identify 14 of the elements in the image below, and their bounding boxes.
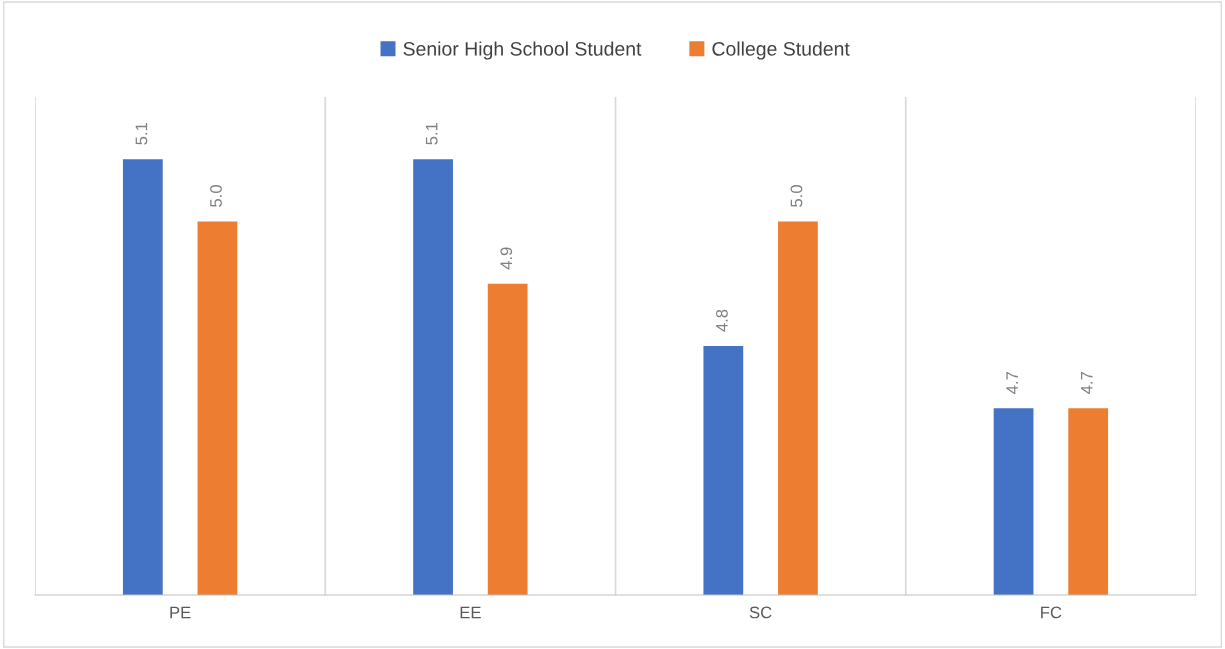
data-label: 4.8 bbox=[716, 309, 728, 332]
x-tick-label: PE bbox=[170, 606, 191, 619]
x-tick-label: EE bbox=[460, 606, 481, 619]
legend-label: College Student bbox=[712, 41, 850, 60]
data-label: 5.0 bbox=[210, 185, 222, 207]
data-label: 4.7 bbox=[1006, 372, 1018, 394]
x-tick-label: SC bbox=[749, 606, 772, 619]
data-label: 4.9 bbox=[500, 247, 513, 270]
data-label: 4.7 bbox=[1081, 372, 1093, 394]
legend-label: Senior High School Student bbox=[403, 41, 642, 60]
data-label: 5.1 bbox=[425, 123, 438, 145]
data-label: 5.0 bbox=[790, 185, 803, 207]
x-tick-label: FC bbox=[1041, 606, 1062, 619]
data-label: 5.1 bbox=[135, 123, 148, 145]
